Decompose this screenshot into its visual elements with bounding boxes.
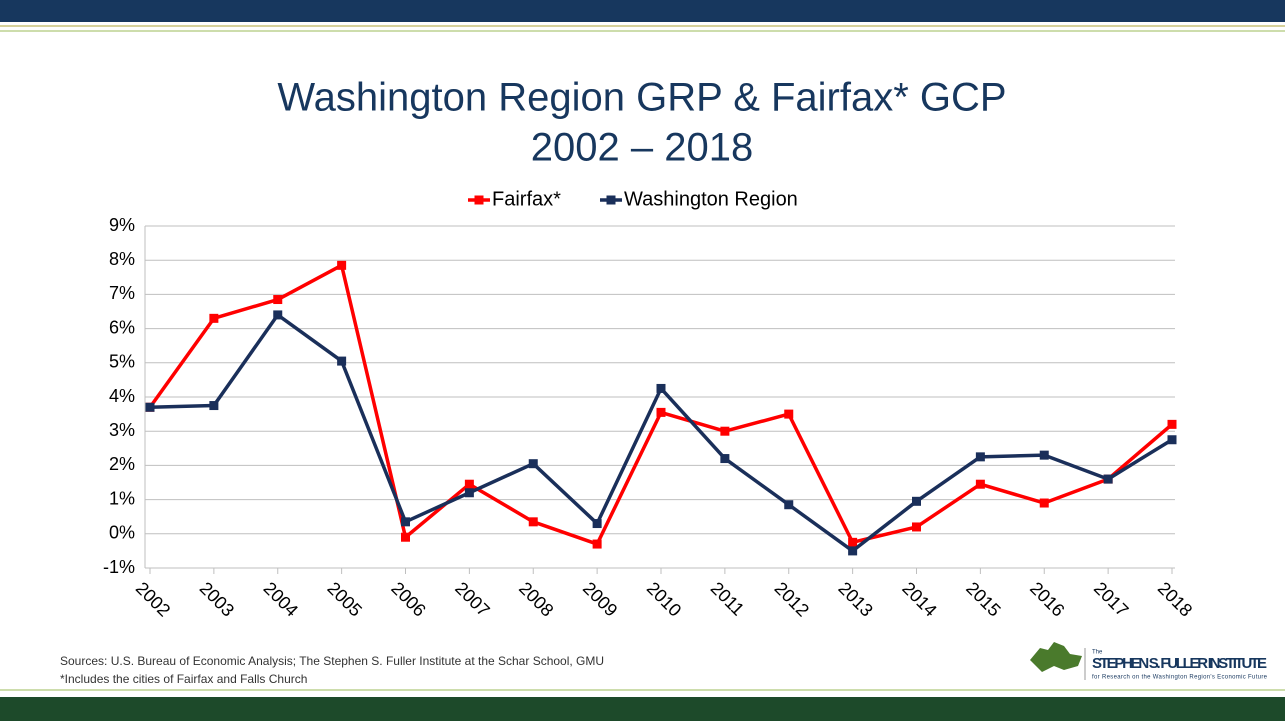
marker xyxy=(975,479,985,489)
legend-marker xyxy=(474,195,484,205)
y-tick-label: 3% xyxy=(109,420,135,440)
x-tick-label: 2013 xyxy=(834,578,876,620)
marker xyxy=(401,532,410,542)
x-tick-label: 2011 xyxy=(707,578,749,620)
y-tick-label: 6% xyxy=(109,317,135,337)
marker xyxy=(209,401,219,411)
marker xyxy=(1039,498,1049,508)
x-tick-label: 2012 xyxy=(771,578,813,620)
y-tick-label: 4% xyxy=(109,386,135,406)
marker xyxy=(975,452,985,462)
marker xyxy=(528,517,538,527)
marker xyxy=(528,459,538,469)
top-bar xyxy=(0,0,1285,22)
marker xyxy=(784,500,794,510)
series-line xyxy=(149,313,1173,553)
legend-label: Washington Region xyxy=(624,188,798,210)
marker xyxy=(720,454,730,464)
logo-prefix: The xyxy=(1092,650,1103,656)
y-tick-label: 0% xyxy=(109,523,135,543)
logo-tagline: for Research on the Washington Region's … xyxy=(1092,675,1268,681)
x-tick-label: 2010 xyxy=(643,578,685,620)
marker xyxy=(1167,419,1177,429)
x-tick-label: 2007 xyxy=(451,578,493,620)
y-tick-label: -1% xyxy=(103,557,135,577)
marker xyxy=(273,295,283,305)
bottom-bar xyxy=(0,697,1285,721)
marker xyxy=(337,356,347,366)
x-tick-label: 2002 xyxy=(132,578,174,620)
x-tick-label: 2005 xyxy=(323,578,365,620)
marker xyxy=(464,479,474,489)
x-tick-label: 2003 xyxy=(196,578,238,620)
marker xyxy=(848,537,858,547)
marker xyxy=(848,546,858,556)
marker xyxy=(912,496,921,506)
footnote: *Includes the cities of Fairfax and Fall… xyxy=(60,672,307,686)
marker xyxy=(656,383,666,393)
marker xyxy=(337,260,347,270)
legend-marker xyxy=(606,195,616,205)
marker xyxy=(1103,474,1113,484)
legend-label: Fairfax* xyxy=(492,188,561,210)
marker xyxy=(720,426,730,436)
logo-icon xyxy=(1030,642,1082,672)
marker xyxy=(464,488,474,498)
y-tick-label: 8% xyxy=(109,249,135,269)
marker xyxy=(145,402,155,412)
y-tick-label: 5% xyxy=(109,352,135,372)
y-tick-label: 2% xyxy=(109,454,135,474)
chart-subtitle: 2002 – 2018 xyxy=(531,126,753,170)
series-line xyxy=(148,263,1174,546)
x-tick-label: 2016 xyxy=(1026,578,1068,620)
y-tick-label: 1% xyxy=(109,488,135,508)
x-tick-label: 2017 xyxy=(1090,578,1132,620)
logo-name: STEPHEN S. FULLER INSTITUTE xyxy=(1092,655,1267,672)
x-tick-label: 2009 xyxy=(579,578,621,620)
x-tick-label: 2004 xyxy=(260,578,302,620)
marker xyxy=(656,407,666,417)
sources: Sources: U.S. Bureau of Economic Analysi… xyxy=(60,654,604,668)
y-tick-label: 7% xyxy=(109,283,135,303)
marker xyxy=(209,313,219,323)
marker xyxy=(401,517,410,527)
y-tick-label: 9% xyxy=(109,215,135,235)
marker xyxy=(273,310,283,320)
x-tick-label: 2014 xyxy=(898,578,940,620)
marker xyxy=(1167,435,1177,445)
x-tick-label: 2008 xyxy=(515,578,557,620)
chart-title: Washington Region GRP & Fairfax* GCP xyxy=(277,76,1006,120)
marker xyxy=(1039,450,1049,460)
x-tick-label: 2006 xyxy=(387,578,429,620)
marker xyxy=(784,409,794,419)
marker xyxy=(592,519,602,529)
marker xyxy=(912,522,921,532)
x-tick-label: 2015 xyxy=(962,578,1004,620)
x-tick-label: 2018 xyxy=(1154,578,1196,620)
marker xyxy=(592,539,602,549)
